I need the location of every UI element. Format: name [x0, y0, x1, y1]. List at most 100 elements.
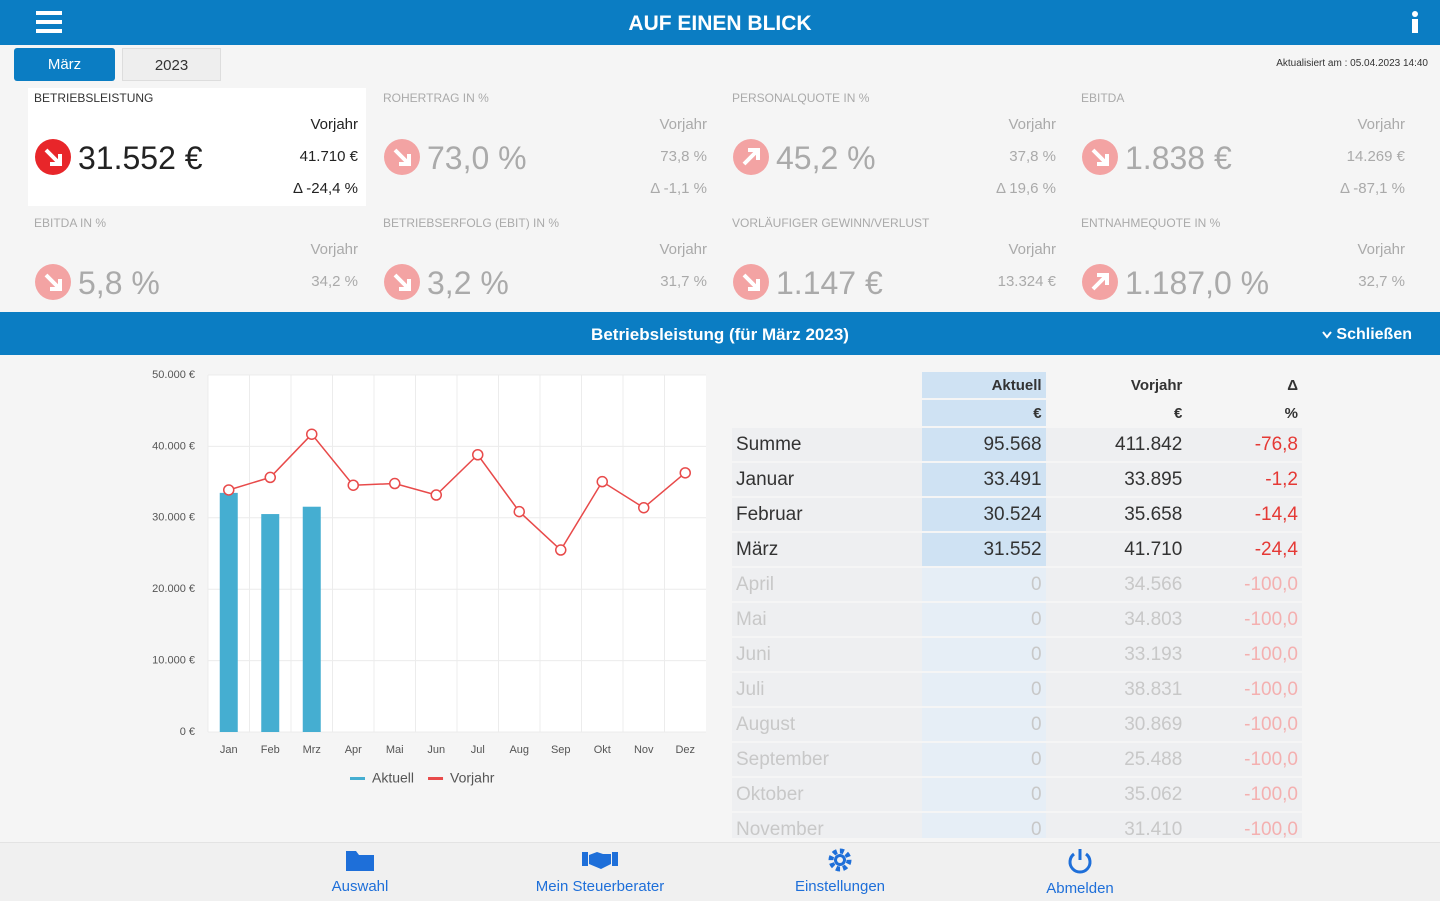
nav-item[interactable]: Mein Steuerberater [480, 848, 720, 895]
y-tick-label: 0 € [180, 726, 195, 738]
table-cell: 0 [922, 743, 1046, 776]
trend-arrow [44, 148, 62, 166]
table-cell: -14,4 [1186, 498, 1302, 531]
bar [219, 492, 238, 732]
kpi-card[interactable]: ROHERTRAG IN % 73,0 % Vorjahr 73,8 % Δ -1,1 … [377, 88, 715, 206]
month-tab[interactable]: März [14, 48, 115, 81]
chart: 0 € 10.000 € 20.000 € 30.000 € 40.000 € 50.00… [152, 369, 706, 786]
y-tick-label: 50.000 € [152, 369, 195, 381]
table-cell: 95.568 [922, 428, 1046, 461]
table-cell: -100,0 [1186, 743, 1302, 776]
legend-swatch [350, 777, 365, 780]
table-cell: -100,0 [1186, 603, 1302, 636]
legend-swatch [428, 777, 444, 780]
kpi-card[interactable]: ENTNAHMEQUOTE IN % 1.187,0 % Vorjahr 32,7 % [1075, 213, 1413, 310]
kpi-card[interactable]: EBITDA 1.838 € Vorjahr 14.269 € Δ -87,1 % [1075, 88, 1413, 206]
trend-icon [733, 264, 769, 300]
line-point [513, 505, 525, 518]
kpi-card[interactable]: BETRIEBSLEISTUNG 31.552 € Vorjahr 41.710 € Δ… [28, 88, 366, 206]
table-cell: 0 [922, 568, 1046, 601]
nav-item[interactable]: Einstellungen [720, 848, 960, 895]
table-cell: Januar [732, 463, 922, 496]
top-bar: AUF EINEN BLICK [0, 0, 1440, 45]
kpi-card[interactable]: PERSONALQUOTE IN % 45,2 % Vorjahr 37,8 % Δ 1… [726, 88, 1064, 206]
table-row: Januar 33.491 33.895 -1,2 [732, 463, 1302, 496]
folder-icon [346, 851, 374, 871]
x-tick-label: Feb [261, 744, 280, 756]
close-button[interactable]: Schließen [1322, 326, 1412, 344]
kpi-card[interactable]: EBITDA IN % 5,8 % Vorjahr 34,2 % [28, 213, 366, 310]
header-row: Aktuell Vorjahr Δ [732, 372, 1302, 398]
trend-arrow [44, 273, 62, 291]
table-cell: 41.710 [1045, 533, 1187, 566]
table-cell: Summe [732, 428, 922, 461]
prev-label: Vorjahr [1357, 241, 1405, 258]
table-row: Oktober 0 35.062 -100,0 [732, 778, 1302, 811]
prev-value: 13.324 € [997, 273, 1056, 290]
data-table: Aktuell Vorjahr Δ € €% Summe 95.568 411.842 -76,… [732, 370, 1302, 838]
table-cell: -100,0 [1186, 813, 1302, 838]
header-cell: Aktuell [922, 372, 1046, 398]
kpi-card[interactable]: BETRIEBSERFOLG (EBIT) IN % 3,2 % Vorjahr 31… [377, 213, 715, 310]
kpi-delta: Δ -1,1 % [650, 180, 707, 197]
header-cell [732, 372, 922, 398]
bar [261, 514, 280, 732]
menu-icon[interactable] [36, 9, 64, 35]
info-icon[interactable] [1408, 11, 1422, 35]
y-tick-label: 10.000 € [152, 655, 195, 667]
header-row: € €% [732, 400, 1302, 426]
table-cell: 33.491 [922, 463, 1046, 496]
kpi-card[interactable]: VORLÄUFIGER GEWINN/VERLUST 1.147 € Vorjahr… [726, 213, 1064, 310]
table-cell: 25.488 [1045, 743, 1187, 776]
updated-text: Aktualisiert am : 05.04.2023 14:40 [1276, 58, 1428, 69]
trend-arrow [1091, 273, 1109, 291]
table-cell: 30.524 [922, 498, 1046, 531]
nav-item[interactable]: Abmelden [960, 848, 1200, 897]
table-cell: -100,0 [1186, 568, 1302, 601]
prev-label: Vorjahr [659, 241, 707, 258]
prev-label: Vorjahr [1357, 116, 1405, 133]
table-cell: 0 [922, 638, 1046, 671]
table-cell: 0 [922, 778, 1046, 811]
trend-arrow [742, 273, 760, 291]
power-icon [1068, 849, 1092, 874]
header-cell: % [1284, 404, 1298, 422]
kpi-value: 31.552 € [78, 140, 203, 176]
y-tick-label: 20.000 € [152, 583, 195, 595]
table-cell: 30.869 [1045, 708, 1187, 741]
trend-arrow [1091, 148, 1109, 166]
kpi-label: EBITDA [1081, 91, 1125, 105]
table-cell: 0 [922, 673, 1046, 706]
kpi-label: EBITDA IN % [34, 216, 107, 230]
line-point [389, 477, 401, 490]
prev-value: 37,8 % [1009, 148, 1056, 165]
prev-value: 34,2 % [311, 273, 358, 290]
prev-label: Vorjahr [1008, 241, 1056, 258]
header-cell: Δ [1287, 376, 1298, 394]
trend-icon [384, 264, 420, 300]
table-cell: 0 [922, 603, 1046, 636]
prev-value: 31,7 % [660, 273, 707, 290]
trend-icon [733, 139, 769, 175]
kpi-delta: Δ -24,4 % [292, 180, 358, 197]
prev-label: Vorjahr [310, 241, 358, 258]
header-cell: Vorjahr [1130, 376, 1183, 394]
kpi-value: 3,2 % [427, 265, 509, 301]
prev-label: Vorjahr [659, 116, 707, 133]
nav-item[interactable]: Auswahl [240, 848, 480, 895]
detail-bar: Betriebsleistung (für März 2023) Schließ… [0, 312, 1440, 355]
table-cell: 34.803 [1045, 603, 1187, 636]
table-cell: April [732, 568, 922, 601]
year-tab[interactable]: 2023 [122, 48, 221, 81]
trend-icon [1082, 264, 1118, 300]
y-tick-label: 30.000 € [152, 512, 195, 524]
kpi-value: 45,2 % [776, 140, 876, 176]
trend-arrow [393, 273, 411, 291]
trend-arrow [393, 148, 411, 166]
kpi-label: ROHERTRAG IN % [383, 91, 489, 105]
table-cell: Februar [732, 498, 922, 531]
x-tick-label: Nov [634, 744, 654, 756]
kpi-value: 1.838 € [1125, 140, 1232, 176]
